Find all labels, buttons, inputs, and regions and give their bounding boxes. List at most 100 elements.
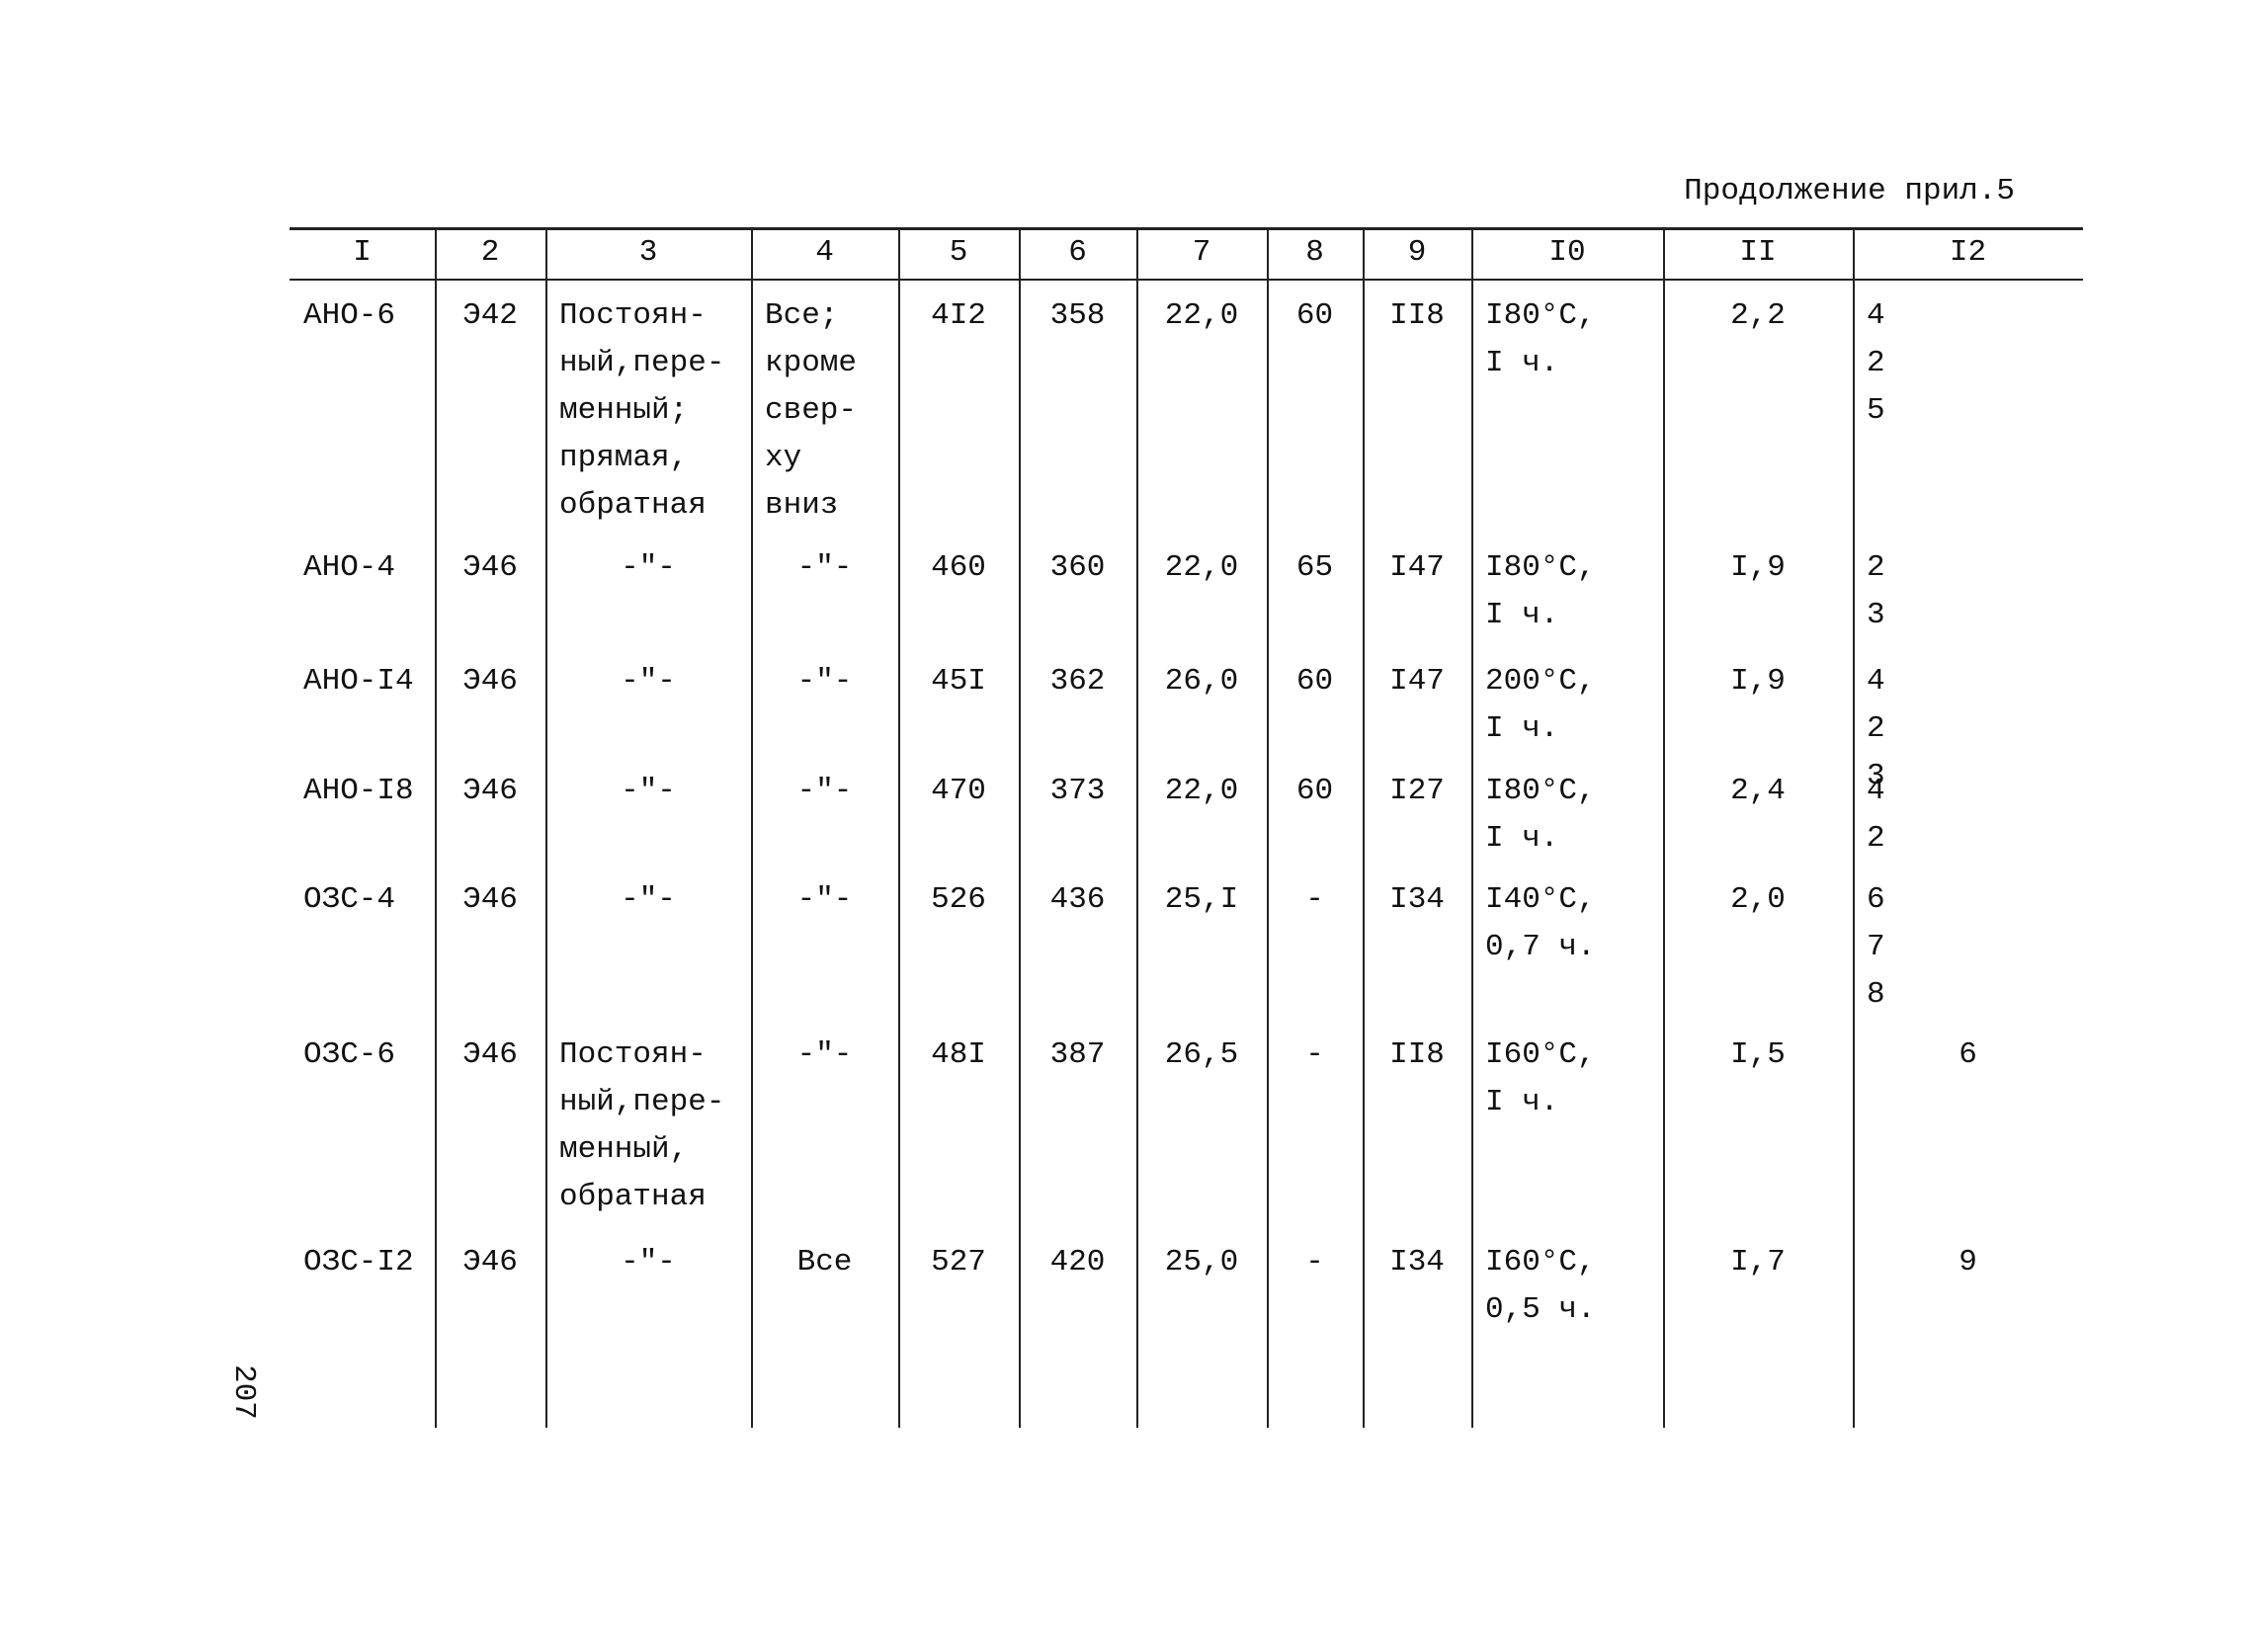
cell-text: Все; [765, 298, 839, 333]
cell-text: -"- [621, 664, 676, 699]
cell-text: -"- [796, 882, 853, 917]
cell-text: 6 [1958, 1037, 1977, 1072]
cell-text: -"- [621, 774, 676, 808]
cell-text: обратная [559, 488, 707, 523]
column-header: 3 [638, 235, 658, 270]
column-rule [1267, 227, 1269, 1428]
cell-text: 362 [1049, 664, 1106, 699]
cell-text: АНО-I8 [303, 774, 414, 808]
cell-text: I ч. [1485, 598, 1559, 632]
cell-text: II8 [1389, 298, 1445, 333]
cell-text: 2,0 [1730, 882, 1786, 917]
cell-text: 2,2 [1730, 298, 1786, 333]
cell-text: I40°C, [1485, 882, 1596, 917]
column-header: I0 [1548, 235, 1586, 270]
column-header: II [1739, 235, 1777, 270]
cell-text: 26,0 [1164, 664, 1239, 699]
column-header: 7 [1192, 235, 1211, 270]
cell-text: 4 [1867, 774, 1885, 808]
cell-text: 0,5 ч. [1485, 1292, 1596, 1327]
cell-text: - [1305, 1037, 1324, 1072]
cell-text: 470 [931, 774, 986, 808]
cell-text: 25,I [1164, 882, 1239, 917]
cell-text: Постоян- [559, 1037, 707, 1072]
cell-text: АНО-4 [303, 550, 396, 585]
cell-text: 200°C, [1485, 664, 1596, 699]
cell-text: -"- [621, 882, 676, 917]
cell-text: 26,5 [1164, 1037, 1239, 1072]
cell-text: вниз [765, 488, 839, 523]
cell-text: 387 [1049, 1037, 1106, 1072]
cell-text: кроме [765, 346, 858, 380]
cell-text: ОЗС-4 [303, 882, 396, 917]
cell-text: 22,0 [1164, 774, 1239, 808]
cell-text: ный,пере- [559, 1085, 725, 1119]
cell-text: Э46 [462, 882, 518, 917]
cell-text: 60 [1295, 664, 1334, 699]
column-header: I2 [1949, 235, 1987, 270]
cell-text: 360 [1049, 550, 1106, 585]
cell-text: I,5 [1730, 1037, 1786, 1072]
cell-text: I60°C, [1485, 1245, 1596, 1280]
cell-text: I,9 [1730, 664, 1786, 699]
cell-text: 8 [1867, 977, 1885, 1012]
cell-text: 2 [1867, 346, 1885, 380]
column-rule [1363, 227, 1365, 1428]
column-header: 6 [1068, 235, 1087, 270]
cell-text: ОЗС-I2 [303, 1245, 414, 1280]
cell-text: 4 [1867, 298, 1885, 333]
cell-text: -"- [796, 664, 853, 699]
rule [290, 227, 2083, 230]
cell-text: АНО-6 [303, 298, 396, 333]
column-header: 8 [1305, 235, 1324, 270]
cell-text: II8 [1389, 1037, 1445, 1072]
cell-text: 358 [1049, 298, 1106, 333]
cell-text: 0,7 ч. [1485, 930, 1596, 964]
cell-text: -"- [621, 550, 676, 585]
cell-text: 45I [931, 664, 986, 699]
cell-text: 526 [931, 882, 986, 917]
cell-text: 5 [1867, 393, 1885, 428]
cell-text: I80°C, [1485, 298, 1596, 333]
cell-text: 7 [1867, 930, 1885, 964]
cell-text: ОЗС-6 [303, 1037, 396, 1072]
cell-text: 60 [1295, 774, 1334, 808]
cell-text: 25,0 [1164, 1245, 1239, 1280]
continuation-note: Продолжение прил.5 [1684, 174, 2015, 208]
column-header: 4 [815, 235, 834, 270]
column-rule [1471, 227, 1473, 1428]
cell-text: Э42 [462, 298, 518, 333]
column-rule [1019, 227, 1021, 1428]
column-rule [1663, 227, 1665, 1428]
column-rule [545, 227, 547, 1428]
cell-text: Э46 [462, 1037, 518, 1072]
cell-text: 2 [1867, 550, 1885, 585]
column-rule [1853, 227, 1855, 1428]
cell-text: 65 [1295, 550, 1334, 585]
cell-text: Э46 [462, 664, 518, 699]
cell-text: I47 [1389, 664, 1445, 699]
cell-text: - [1305, 1245, 1324, 1280]
cell-text: 2 [1867, 821, 1885, 856]
cell-text: I27 [1389, 774, 1445, 808]
page-number: 207 [225, 1364, 261, 1420]
column-rule [898, 227, 900, 1428]
cell-text: 22,0 [1164, 298, 1239, 333]
cell-text: I80°C, [1485, 550, 1596, 585]
cell-text: обратная [559, 1180, 707, 1214]
cell-text: 3 [1867, 759, 1885, 793]
cell-text: АНО-I4 [303, 664, 414, 699]
cell-text: I ч. [1485, 1085, 1559, 1119]
cell-text: ный,пере- [559, 346, 725, 380]
cell-text: 3 [1867, 598, 1885, 632]
column-header: I [353, 235, 372, 270]
cell-text: менный; [559, 393, 689, 428]
cell-text: менный, [559, 1132, 689, 1167]
cell-text: I34 [1389, 882, 1445, 917]
cell-text: I,7 [1730, 1245, 1786, 1280]
cell-text: I ч. [1485, 711, 1559, 746]
cell-text: 420 [1049, 1245, 1106, 1280]
column-header: 9 [1407, 235, 1427, 270]
